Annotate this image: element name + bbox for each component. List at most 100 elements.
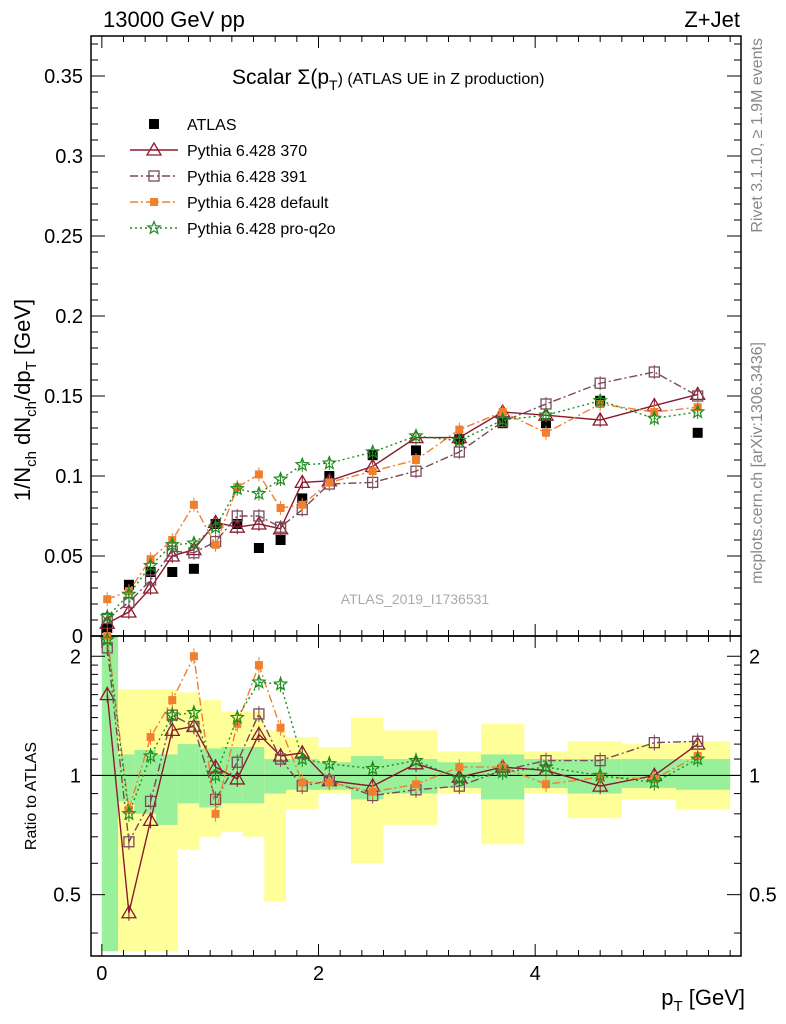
header-left: 13000 GeV pp [103, 7, 245, 32]
data-point [542, 428, 550, 437]
ratio-point [494, 763, 511, 779]
mcplots-text: mcplots.cern.ch [arXiv:1306.3436] [749, 342, 766, 584]
y-tick-label: 0.25 [44, 226, 83, 248]
data-point [494, 411, 511, 427]
data-point [231, 510, 243, 522]
ratio-bands [101, 636, 731, 952]
ratio-point [99, 631, 115, 647]
data-point [538, 407, 554, 422]
ratio-point [253, 708, 265, 720]
data-point [325, 478, 334, 487]
data-point [646, 410, 663, 426]
data-point [144, 574, 157, 586]
ratio-point [168, 696, 177, 705]
ratio-point [648, 737, 660, 749]
data-point [250, 515, 268, 530]
data-point [251, 485, 267, 501]
y-tick-label: 0.1 [55, 466, 83, 488]
data-point [274, 521, 287, 533]
legend-marker [150, 198, 158, 206]
ratio-point [209, 793, 222, 806]
ratio-point [142, 747, 159, 763]
ratio-point [272, 676, 289, 691]
ratio-point [146, 733, 155, 742]
uncertainty-band-green [101, 636, 119, 952]
data-point [541, 418, 551, 429]
data-point [592, 392, 608, 408]
ratio-point [231, 756, 243, 768]
data-point [120, 603, 138, 618]
data-point [229, 480, 245, 496]
ratio-point [229, 770, 246, 785]
ratio-plot-frame [90, 635, 742, 957]
series-4 [99, 392, 706, 822]
x-tick-label: 4 [530, 963, 541, 985]
watermark: ATLAS_2019_I1736531 [341, 591, 490, 607]
uncertainty-band-green [676, 759, 731, 790]
ratio-point [451, 770, 468, 786]
data-point [689, 403, 706, 419]
data-point [188, 563, 199, 574]
uncertainty-band-green [156, 754, 178, 825]
data-point [321, 455, 338, 470]
ratio-point [368, 787, 377, 796]
y-tick-label: 0.05 [44, 546, 83, 568]
data-point [412, 456, 420, 464]
data-point [408, 427, 424, 443]
ratio-point [142, 812, 159, 827]
ratio-point [251, 674, 267, 689]
data-point [276, 504, 285, 512]
ratio-point [321, 755, 338, 771]
data-point [368, 467, 377, 476]
ratio-point [412, 780, 420, 789]
ratio-tick-label-right: 0.5 [749, 885, 777, 907]
data-point [294, 456, 310, 472]
legend-label: ATLAS [187, 117, 237, 134]
data-point [99, 608, 115, 624]
x-tick-label: 2 [313, 963, 324, 985]
ratio-point [455, 763, 464, 772]
data-point [451, 432, 468, 448]
ratio-point [692, 735, 704, 747]
ratio-point [254, 661, 263, 670]
ratio-tick-label: 1 [70, 765, 81, 787]
data-point [272, 471, 289, 486]
data-point [207, 519, 224, 534]
ratio-point [542, 780, 550, 789]
data-point [253, 543, 264, 553]
y-tick-label: 0.35 [44, 66, 83, 88]
ratio-point [211, 809, 220, 818]
data-point [186, 535, 202, 550]
ratio-point [144, 795, 157, 808]
legend: ATLAS Pythia 6.428 370 Pythia 6.428 391 Pyt… [130, 117, 336, 238]
ratio-point [325, 778, 334, 787]
y-axis-label: 1/Nch dNch/dpT [GeV] [10, 299, 40, 501]
data-point [455, 425, 464, 434]
ratio-point [120, 904, 138, 919]
legend-marker [148, 170, 160, 182]
ratio-point [188, 720, 200, 733]
legend-marker [145, 141, 163, 156]
header-right: Z+Jet [684, 7, 740, 32]
data-point [253, 510, 265, 522]
uncertainty-band-green [177, 744, 200, 804]
legend-marker [146, 219, 162, 235]
data-point [189, 500, 198, 509]
uncertainty-band-green [264, 759, 286, 794]
legend-marker [149, 119, 159, 129]
data-point [648, 366, 660, 378]
ratio-tick-label: 2 [70, 646, 81, 668]
uncertainty-band-green [621, 759, 676, 788]
ratio-point [164, 707, 180, 722]
ratio-point [207, 767, 224, 783]
ratio-point [189, 652, 198, 661]
data-point [164, 536, 180, 552]
ratio-tick-label-right: 1 [749, 765, 760, 787]
ratio-point [274, 753, 287, 765]
ratio-point [123, 836, 135, 848]
rivet-version-text: Rivet 3.1.10, ≥ 1.9M events [749, 38, 766, 233]
data-point [594, 377, 606, 389]
uncertainty-band-yellow [134, 689, 156, 952]
data-point [254, 470, 263, 479]
data-point [211, 540, 220, 549]
